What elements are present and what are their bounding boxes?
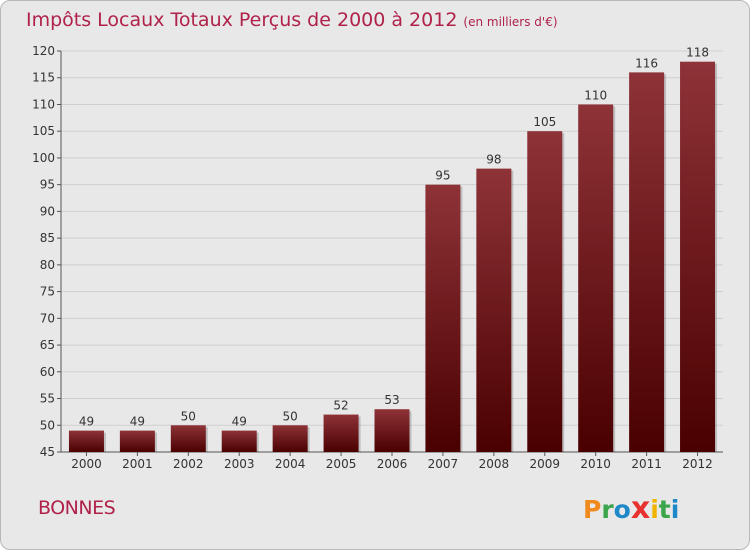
bar-value-label: 116 bbox=[635, 56, 658, 70]
logo-letter: x bbox=[630, 491, 651, 526]
x-tick-label: 2004 bbox=[275, 457, 306, 471]
y-tick-label: 50 bbox=[40, 418, 55, 432]
y-tick-label: 95 bbox=[40, 178, 55, 192]
bar bbox=[68, 430, 104, 452]
bar-value-label: 50 bbox=[283, 409, 298, 423]
y-tick-label: 120 bbox=[32, 44, 55, 58]
y-tick-label: 80 bbox=[40, 258, 55, 272]
x-tick-label: 2007 bbox=[428, 457, 459, 471]
x-tick-label: 2003 bbox=[224, 457, 255, 471]
x-tick-label: 2010 bbox=[580, 457, 611, 471]
y-tick-label: 70 bbox=[40, 311, 55, 325]
y-tick-label: 105 bbox=[32, 124, 55, 138]
x-tick-label: 2000 bbox=[71, 457, 102, 471]
y-tick-label: 60 bbox=[40, 365, 55, 379]
logo-letter: P bbox=[583, 495, 602, 524]
y-tick-label: 45 bbox=[40, 445, 55, 459]
x-tick-label: 2006 bbox=[377, 457, 408, 471]
bar bbox=[323, 414, 359, 452]
x-tick-label: 2009 bbox=[529, 457, 560, 471]
place-name: BONNES bbox=[38, 497, 116, 519]
bar-value-label: 50 bbox=[181, 409, 196, 423]
bar bbox=[425, 184, 461, 452]
y-tick-label: 85 bbox=[40, 231, 55, 245]
y-tick-label: 115 bbox=[32, 71, 55, 85]
plot-area bbox=[61, 51, 723, 452]
bar-value-label: 118 bbox=[686, 46, 709, 60]
logo-letter: i bbox=[650, 495, 659, 524]
bar-value-label: 49 bbox=[130, 415, 145, 429]
bar-value-label: 53 bbox=[384, 393, 399, 407]
chart-title: Impôts Locaux Totaux Perçus de 2000 à 20… bbox=[26, 9, 558, 31]
y-tick-label: 55 bbox=[40, 392, 55, 406]
bar-value-label: 49 bbox=[79, 415, 94, 429]
bar-value-label: 95 bbox=[435, 169, 450, 183]
x-tick-label: 2002 bbox=[173, 457, 204, 471]
bar-value-label: 110 bbox=[584, 88, 607, 102]
x-tick-label: 2005 bbox=[326, 457, 357, 471]
y-tick-label: 65 bbox=[40, 338, 55, 352]
bar bbox=[221, 430, 257, 452]
y-tick-label: 90 bbox=[40, 204, 55, 218]
bar bbox=[578, 104, 614, 452]
chart-subtitle: (en milliers d'€) bbox=[463, 15, 558, 29]
logo-letter: t bbox=[658, 495, 671, 524]
x-tick-label: 2011 bbox=[631, 457, 662, 471]
x-tick-label: 2012 bbox=[682, 457, 713, 471]
bar-value-label: 105 bbox=[533, 115, 556, 129]
x-tick-label: 2008 bbox=[479, 457, 510, 471]
bar bbox=[680, 61, 716, 453]
bar bbox=[629, 72, 665, 453]
logo-letter: o bbox=[613, 495, 631, 524]
y-tick-label: 75 bbox=[40, 285, 55, 299]
bar bbox=[374, 409, 410, 452]
bar-value-label: 49 bbox=[232, 415, 247, 429]
bar bbox=[527, 131, 563, 452]
proxiti-logo: Proxiti bbox=[583, 491, 679, 526]
x-tick-label: 2001 bbox=[122, 457, 153, 471]
chart-title-text: Impôts Locaux Totaux Perçus de 2000 à 20… bbox=[26, 9, 458, 31]
bar-value-label: 98 bbox=[486, 153, 501, 167]
bar-value-label: 52 bbox=[333, 399, 348, 413]
bar bbox=[170, 425, 206, 452]
bar bbox=[272, 425, 308, 452]
logo-letter: i bbox=[670, 495, 680, 524]
logo-letter: r bbox=[601, 495, 614, 524]
y-tick-label: 110 bbox=[32, 97, 55, 111]
y-tick-label: 100 bbox=[32, 151, 55, 165]
bar bbox=[476, 168, 512, 453]
bar bbox=[119, 430, 155, 452]
